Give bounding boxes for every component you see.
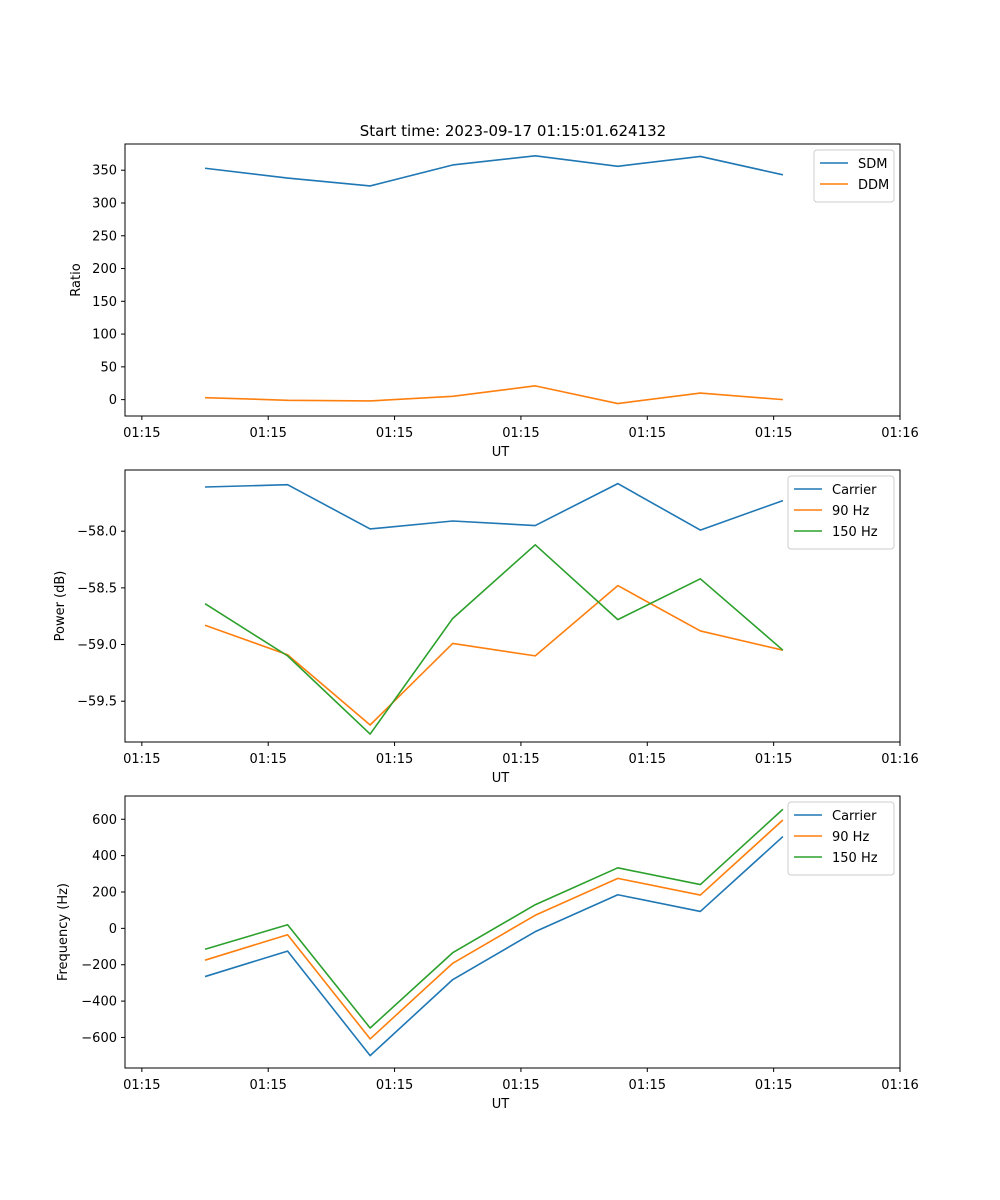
ratio-y-tick-label: 250 <box>92 229 117 244</box>
ratio-y-tick-label: 200 <box>92 262 117 277</box>
power-x-tick-label: 01:15 <box>755 752 792 767</box>
power-series-150-hz <box>204 543 784 735</box>
power-y-tick-label: −59.5 <box>77 695 117 710</box>
frequency-y-axis-title: Frequency (Hz) <box>56 883 71 981</box>
ratio-legend-label: SDM <box>858 157 887 172</box>
ratio-y-tick-label: 0 <box>109 393 117 408</box>
ratio-legend: SDM DDM <box>813 149 895 203</box>
frequency-legend: Carrier 90 Hz 150 Hz <box>787 801 895 876</box>
power-y-axis-title: Power (dB) <box>53 571 68 642</box>
ratio-y-axis-title: Ratio <box>69 263 84 296</box>
frequency-y-tick-label: −600 <box>81 1031 117 1046</box>
ratio-panel: 01:15 01:15 01:15 01:15 01:15 01:15 01:16 0 50 10… <box>69 143 919 460</box>
frequency-series-90-hz <box>204 819 784 1040</box>
frequency-legend-label: Carrier <box>832 809 877 824</box>
frequency-x-tick-label: 01:15 <box>629 1078 666 1093</box>
frequency-x-axis-title: UT <box>492 1097 510 1112</box>
frequency-x-tick-label: 01:15 <box>249 1078 286 1093</box>
frequency-x-tick-label: 01:15 <box>376 1078 413 1093</box>
ratio-y-tick-label: 350 <box>92 164 117 179</box>
ratio-x-axis-title: UT <box>492 445 510 460</box>
power-y-tick-label: −59.0 <box>77 638 117 653</box>
ratio-x-tick-label: 01:15 <box>249 426 286 441</box>
figure-title: Start time: 2023-09-17 01:15:01.624132 <box>360 122 666 140</box>
frequency-x-tick-label: 01:15 <box>123 1078 160 1093</box>
power-y-tick-label: −58.0 <box>77 525 117 540</box>
power-legend: Carrier 90 Hz 150 Hz <box>787 475 895 550</box>
frequency-y-tick-label: 0 <box>109 922 117 937</box>
frequency-axes-frame <box>124 795 901 1069</box>
power-legend-label: Carrier <box>832 483 877 498</box>
frequency-y-tick-label: 400 <box>92 849 117 864</box>
frequency-y-tick-label: 600 <box>92 813 117 828</box>
frequency-y-tick-label: −400 <box>81 995 117 1010</box>
ratio-legend-label: DDM <box>858 178 889 193</box>
power-y-tick-label: −58.5 <box>77 581 117 596</box>
frequency-legend-label: 90 Hz <box>832 830 869 845</box>
power-x-tick-label: 01:15 <box>376 752 413 767</box>
power-x-tick-label: 01:15 <box>249 752 286 767</box>
ratio-y-tick-label: 300 <box>92 196 117 211</box>
frequency-series-carrier <box>204 835 784 1057</box>
power-series-carrier <box>205 482 784 531</box>
frequency-series-150-hz <box>204 808 784 1029</box>
frequency-y-tick-label: −200 <box>81 958 117 973</box>
ratio-y-tick-label: 50 <box>100 360 117 375</box>
power-legend-label: 90 Hz <box>832 504 869 519</box>
frequency-x-tick-label: 01:16 <box>881 1078 918 1093</box>
ratio-y-tick-label: 100 <box>92 328 117 343</box>
frequency-y-tick-label: 200 <box>92 886 117 901</box>
ratio-series-sdm <box>204 155 784 187</box>
power-axes-frame <box>124 469 901 743</box>
ratio-y-tick-label: 150 <box>92 295 117 310</box>
frequency-legend-label: 150 Hz <box>832 851 878 866</box>
power-x-tick-label: 01:15 <box>629 752 666 767</box>
ratio-x-tick-label: 01:15 <box>502 426 539 441</box>
power-x-axis-title: UT <box>492 771 510 786</box>
power-series-90-hz <box>204 584 784 726</box>
frequency-x-tick-label: 01:15 <box>502 1078 539 1093</box>
power-x-tick-label: 01:16 <box>881 752 918 767</box>
frequency-panel: 01:15 01:15 01:15 01:15 01:15 01:15 01:16 −600 −… <box>56 795 919 1112</box>
frequency-x-tick-label: 01:15 <box>755 1078 792 1093</box>
power-panel: 01:15 01:15 01:15 01:15 01:15 01:15 01:16 −59.5… <box>53 469 919 786</box>
ratio-x-tick-label: 01:15 <box>629 426 666 441</box>
power-x-tick-label: 01:15 <box>123 752 160 767</box>
power-legend-label: 150 Hz <box>832 525 878 540</box>
ratio-x-tick-label: 01:15 <box>123 426 160 441</box>
ratio-x-tick-label: 01:15 <box>755 426 792 441</box>
ratio-x-tick-label: 01:16 <box>881 426 918 441</box>
power-x-tick-label: 01:15 <box>502 752 539 767</box>
ratio-x-tick-label: 01:15 <box>376 426 413 441</box>
ratio-axes-frame <box>124 143 901 417</box>
ratio-series-ddm <box>205 385 783 405</box>
